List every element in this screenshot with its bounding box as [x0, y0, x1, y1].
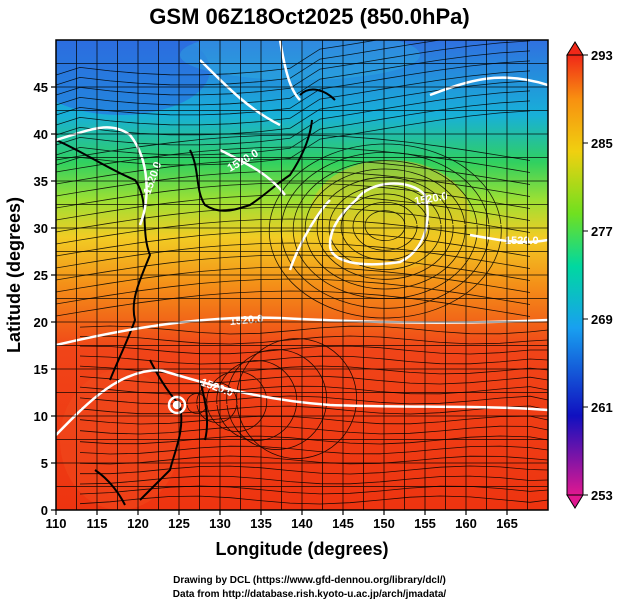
longitude-ticks: 110 115 120 125 130 135 140 145 150 155 160 165 — [46, 510, 518, 531]
colorbar-label: 285 — [591, 136, 613, 151]
credit-data-source: Data from http://database.rish.kyoto-u.a… — [172, 589, 447, 600]
contour-label: 1520.0 — [413, 190, 448, 208]
streamline — [56, 290, 531, 317]
colorbar-label: 261 — [591, 400, 613, 415]
x-tick-label: 150 — [373, 516, 395, 531]
streamline — [268, 143, 502, 319]
streamline — [206, 371, 268, 432]
y-tick-label: 0 — [41, 503, 48, 518]
y-tick-label: 15 — [34, 362, 48, 377]
y-tick-label: 30 — [34, 221, 48, 236]
y-tick-label: 45 — [34, 80, 48, 95]
y-tick-label: 10 — [34, 409, 48, 424]
y-tick-label: 20 — [34, 315, 48, 330]
streamline — [79, 425, 548, 435]
streamline — [216, 360, 298, 441]
streamline — [80, 465, 548, 475]
y-tick-label: 40 — [34, 127, 48, 142]
streamline — [56, 242, 531, 269]
streamline — [56, 134, 531, 161]
x-tick-label: 120 — [127, 516, 149, 531]
streamline — [79, 415, 548, 425]
streamline — [56, 182, 531, 209]
streamline — [79, 445, 548, 455]
streamline — [56, 70, 531, 126]
streamline — [56, 110, 531, 166]
streamline — [56, 194, 531, 221]
wind-streamlines — [56, 40, 548, 505]
streamline — [79, 325, 548, 335]
streamline — [316, 176, 454, 280]
streamline — [79, 405, 548, 415]
streamline — [79, 355, 548, 365]
x-tick-label: 145 — [332, 516, 354, 531]
x-axis-label: Longitude (degrees) — [215, 539, 388, 559]
streamline — [56, 146, 531, 173]
streamline — [56, 40, 380, 76]
streamline — [56, 218, 531, 245]
streamline — [79, 485, 548, 495]
latitude-ticks: 0 5 10 15 20 25 30 35 40 45 — [34, 80, 56, 518]
streamline — [56, 40, 531, 96]
colorbar-label: 277 — [591, 224, 613, 239]
streamline — [56, 90, 531, 146]
streamline — [79, 495, 548, 505]
contour-label: 1520.0 — [229, 313, 264, 328]
x-tick-label: 115 — [87, 516, 108, 531]
streamline — [56, 50, 531, 106]
chart-title: GSM 06Z18Oct2025 (850.0hPa) — [149, 4, 470, 29]
x-tick-label: 125 — [168, 516, 190, 531]
x-tick-label: 155 — [414, 516, 436, 531]
streamline — [56, 158, 531, 185]
x-tick-label: 130 — [209, 516, 231, 531]
streamline — [226, 349, 328, 450]
y-axis-label: Latitude (degrees) — [4, 197, 24, 353]
streamline — [79, 375, 548, 385]
streamline — [79, 395, 548, 405]
streamline — [79, 365, 548, 375]
streamline — [79, 345, 548, 355]
streamline — [79, 455, 548, 465]
colorbar: 293 285 277 269 261 253 — [566, 41, 613, 509]
streamline — [56, 170, 531, 197]
x-tick-label: 110 — [46, 516, 67, 531]
contour-label: 1520.0 — [505, 235, 539, 247]
streamline — [56, 60, 531, 116]
streamline — [56, 254, 531, 281]
lat-lon-grid — [56, 40, 548, 510]
y-tick-label: 35 — [34, 174, 48, 189]
streamline — [79, 335, 548, 345]
x-tick-label: 135 — [250, 516, 272, 531]
streamline — [56, 230, 531, 257]
x-tick-label: 160 — [455, 516, 477, 531]
colorbar-label: 293 — [591, 48, 613, 63]
colorbar-label: 269 — [591, 312, 613, 327]
x-tick-label: 140 — [291, 516, 313, 531]
streamline — [56, 278, 531, 305]
streamline — [79, 385, 548, 395]
streamline — [56, 206, 531, 233]
y-tick-label: 5 — [41, 456, 48, 471]
y-tick-label: 25 — [34, 268, 48, 283]
streamline — [79, 435, 548, 445]
streamline — [56, 40, 444, 86]
streamline — [56, 100, 531, 156]
x-tick-label: 165 — [496, 516, 518, 531]
credit-drawing: Drawing by DCL (https://www.gfd-dennou.o… — [173, 575, 446, 586]
colorbar-label: 253 — [591, 488, 613, 503]
